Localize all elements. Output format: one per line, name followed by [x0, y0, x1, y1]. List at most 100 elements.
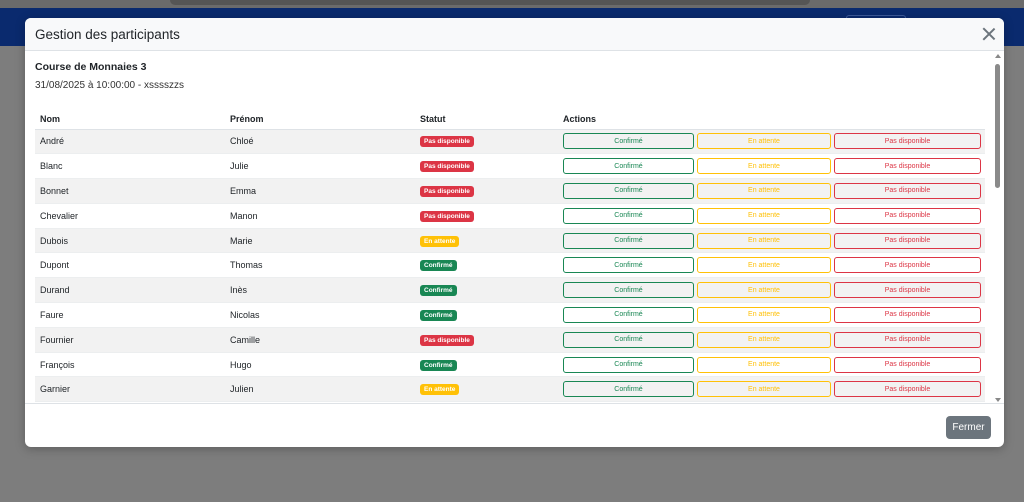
cell-actions: Confirmé En attente Pas disponible [558, 129, 985, 155]
cell-nom: Bonnet [35, 178, 225, 204]
modal-header: Gestion des participants [25, 18, 1004, 51]
pending-button[interactable]: En attente [697, 306, 831, 323]
cell-prenom: Hugo [225, 352, 415, 378]
confirm-button[interactable]: Confirmé [563, 356, 694, 373]
unavailable-button[interactable]: Pas disponible [834, 133, 981, 150]
pending-button[interactable]: En attente [697, 282, 831, 299]
cell-statut: Confirmé [415, 302, 558, 328]
cell-actions: Confirmé En attente Pas disponible [558, 327, 985, 353]
unavailable-button[interactable]: Pas disponible [834, 356, 981, 373]
pending-button[interactable]: En attente [697, 381, 831, 398]
participants-table: Nom Prénom Statut Actions André Chloé Pa… [35, 109, 985, 403]
action-buttons: Confirmé En attente Pas disponible [563, 133, 985, 150]
confirm-button[interactable]: Confirmé [563, 381, 694, 398]
pending-button[interactable]: En attente [697, 331, 831, 348]
cell-statut: En attente [415, 228, 558, 254]
cell-statut: Confirmé [415, 277, 558, 304]
close-button[interactable]: Fermer [946, 416, 991, 439]
cell-nom: François [35, 352, 225, 378]
confirm-button[interactable]: Confirmé [563, 133, 694, 150]
unavailable-button[interactable]: Pas disponible [834, 381, 981, 398]
table-row: Chevalier Manon Pas disponible Confirmé … [35, 203, 985, 229]
pending-button[interactable]: En attente [697, 356, 831, 373]
table-row: Durand Inès Confirmé Confirmé En attente… [35, 277, 985, 304]
action-buttons: Confirmé En attente Pas disponible [563, 182, 985, 199]
table-row: Dupont Thomas Confirmé Confirmé En atten… [35, 252, 985, 279]
table-row: Dubois Marie En attente Confirmé En atte… [35, 228, 985, 254]
column-header-statut: Statut [415, 109, 558, 130]
cell-actions: Confirmé En attente Pas disponible [558, 203, 985, 229]
confirm-button[interactable]: Confirmé [563, 331, 694, 348]
cell-nom: Fournier [35, 327, 225, 353]
cell-actions: Confirmé En attente Pas disponible [558, 376, 985, 403]
scroll-down-arrow-icon[interactable] [995, 398, 1001, 402]
cell-actions: Confirmé En attente Pas disponible [558, 352, 985, 378]
cell-statut: En attente [415, 376, 558, 403]
pending-button[interactable]: En attente [697, 158, 831, 175]
unavailable-button[interactable]: Pas disponible [834, 282, 981, 299]
confirm-button[interactable]: Confirmé [563, 306, 694, 323]
cell-prenom: Nicolas [225, 302, 415, 328]
cell-prenom: Julien [225, 376, 415, 403]
unavailable-button[interactable]: Pas disponible [834, 306, 981, 323]
pending-button[interactable]: En attente [697, 207, 831, 224]
modal-scrollbar[interactable] [994, 54, 1003, 404]
cell-actions: Confirmé En attente Pas disponible [558, 252, 985, 279]
cell-statut: Pas disponible [415, 178, 558, 204]
pending-button[interactable]: En attente [697, 232, 831, 249]
modal-footer: Fermer [25, 403, 1004, 447]
confirm-button[interactable]: Confirmé [563, 282, 694, 299]
cell-statut: Confirmé [415, 352, 558, 378]
status-badge: Pas disponible [420, 185, 474, 197]
status-badge: En attente [420, 235, 460, 247]
column-header-actions: Actions [558, 109, 985, 130]
confirm-button[interactable]: Confirmé [563, 207, 694, 224]
pending-button[interactable]: En attente [697, 257, 831, 274]
status-badge: Pas disponible [420, 136, 474, 148]
cell-statut: Pas disponible [415, 203, 558, 229]
participants-modal: Gestion des participants Course de Monna… [25, 18, 1004, 447]
cell-prenom: Inès [225, 277, 415, 304]
scroll-thumb[interactable] [995, 64, 1000, 188]
unavailable-button[interactable]: Pas disponible [834, 257, 981, 274]
column-header-nom: Nom [35, 109, 225, 130]
table-row: Faure Nicolas Confirmé Confirmé En atten… [35, 302, 985, 328]
cell-statut: Pas disponible [415, 153, 558, 180]
table-row: Blanc Julie Pas disponible Confirmé En a… [35, 153, 985, 180]
table-row: Fournier Camille Pas disponible Confirmé… [35, 327, 985, 353]
browser-address-pill [170, 0, 810, 5]
cell-actions: Confirmé En attente Pas disponible [558, 277, 985, 304]
table-row: François Hugo Confirmé Confirmé En atten… [35, 352, 985, 378]
cell-nom: Blanc [35, 153, 225, 180]
status-badge: En attente [420, 384, 460, 396]
cell-prenom: Marie [225, 228, 415, 254]
unavailable-button[interactable]: Pas disponible [834, 207, 981, 224]
unavailable-button[interactable]: Pas disponible [834, 182, 981, 199]
modal-body[interactable]: Course de Monnaies 3 31/08/2025 à 10:00:… [25, 51, 1004, 403]
pending-button[interactable]: En attente [697, 133, 831, 150]
cell-actions: Confirmé En attente Pas disponible [558, 153, 985, 180]
confirm-button[interactable]: Confirmé [563, 257, 694, 274]
unavailable-button[interactable]: Pas disponible [834, 158, 981, 175]
confirm-button[interactable]: Confirmé [563, 158, 694, 175]
table-header-row: Nom Prénom Statut Actions [35, 109, 985, 130]
cell-prenom: Emma [225, 178, 415, 204]
status-badge: Pas disponible [420, 210, 474, 222]
confirm-button[interactable]: Confirmé [563, 182, 694, 199]
cell-prenom: Camille [225, 327, 415, 353]
close-icon[interactable] [980, 25, 998, 43]
cell-nom: Dupont [35, 252, 225, 279]
cell-prenom: Thomas [225, 252, 415, 279]
cell-nom: Durand [35, 277, 225, 304]
unavailable-button[interactable]: Pas disponible [834, 232, 981, 249]
status-badge: Confirmé [420, 260, 457, 272]
confirm-button[interactable]: Confirmé [563, 232, 694, 249]
cell-nom: Chevalier [35, 203, 225, 229]
pending-button[interactable]: En attente [697, 182, 831, 199]
scroll-up-arrow-icon[interactable] [995, 54, 1001, 58]
action-buttons: Confirmé En attente Pas disponible [563, 282, 985, 299]
unavailable-button[interactable]: Pas disponible [834, 331, 981, 348]
action-buttons: Confirmé En attente Pas disponible [563, 158, 985, 175]
status-badge: Confirmé [420, 285, 457, 297]
table-row: André Chloé Pas disponible Confirmé En a… [35, 129, 985, 155]
